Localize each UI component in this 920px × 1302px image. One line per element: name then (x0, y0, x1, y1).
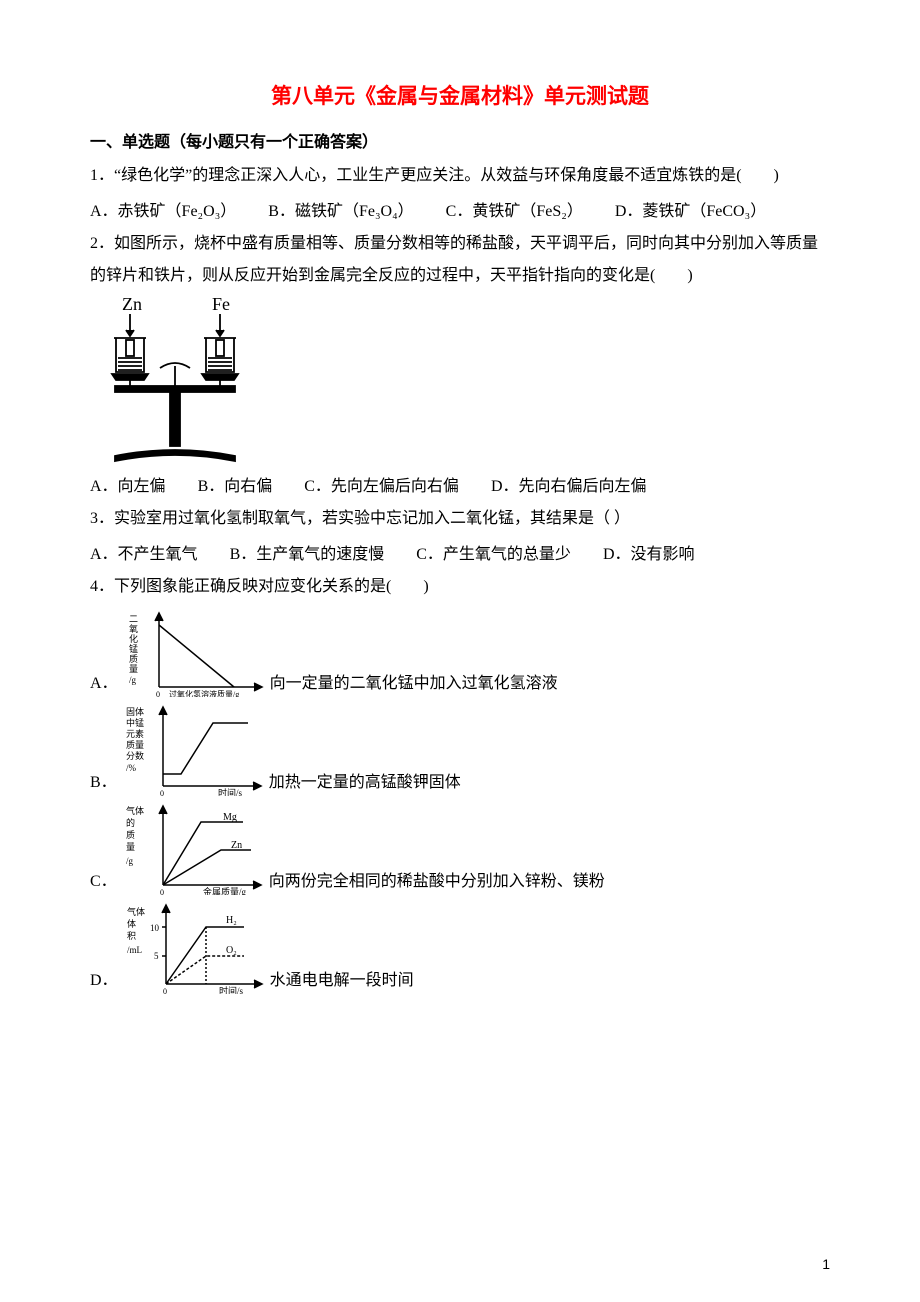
q2-label-fe: Fe (212, 296, 230, 314)
q2-option-b: B．向右偏 (198, 471, 273, 503)
svg-text:体: 体 (127, 918, 136, 929)
q2-option-a: A．向左偏 (90, 471, 166, 503)
svg-text:时间/s: 时间/s (219, 985, 244, 994)
svg-text:元素: 元素 (126, 728, 144, 739)
q3-option-d: D．没有影响 (603, 539, 695, 571)
page-number: 1 (822, 1256, 830, 1272)
svg-text:/mL: /mL (127, 945, 142, 955)
q4-item-a: A． 二氧 化锰 质量 /g 0 过氧化氢溶液质量/g 向一定量的二氧化锰中加入… (90, 607, 830, 697)
q1-option-d: D．菱铁矿（FeCO₃） (615, 196, 766, 228)
svg-text:积: 积 (127, 930, 136, 941)
svg-text:Zn: Zn (231, 840, 242, 851)
q4-item-d: D． 气体体 积/mL 10 5 H₂ O₂ 0 时间/s 水通电电解一段时间 (90, 899, 830, 994)
q2-option-d: D．先向右偏后向左偏 (491, 471, 647, 503)
svg-text:质量: 质量 (126, 739, 144, 750)
svg-text:时间/s: 时间/s (218, 787, 243, 796)
q4-a-label: A． (90, 674, 118, 697)
q2-label-zn: Zn (122, 296, 142, 314)
svg-text:0: 0 (156, 690, 160, 697)
q4-c-caption: 向两份完全相同的稀盐酸中分别加入锌粉、镁粉 (269, 872, 605, 895)
svg-text:H₂: H₂ (226, 915, 237, 926)
q4-d-label: D． (90, 971, 118, 994)
q3-option-c: C．产生氧气的总量少 (416, 539, 571, 571)
q4-d-caption: 水通电电解一段时间 (270, 971, 414, 994)
svg-text:金属质量/g: 金属质量/g (203, 886, 247, 895)
q1-option-b: B．磁铁矿（Fe₃O₄） (268, 196, 413, 228)
q4-d-chart: 气体体 积/mL 10 5 H₂ O₂ 0 时间/s (124, 899, 264, 994)
svg-text:量: 量 (129, 664, 138, 674)
question-3-options: A．不产生氧气 B．生产氧气的速度慢 C．产生氧气的总量少 D．没有影响 (90, 539, 830, 571)
svg-text:/g: /g (129, 675, 137, 685)
q4-c-label: C． (90, 872, 117, 895)
q2-balance-figure: Zn Fe (90, 296, 830, 471)
q2-option-c: C．先向左偏后向右偏 (304, 471, 459, 503)
q4-b-caption: 加热一定量的高锰酸钾固体 (269, 773, 461, 796)
q4-b-label: B． (90, 773, 117, 796)
svg-text:Mg: Mg (223, 812, 237, 823)
svg-text:锰: 锰 (129, 643, 138, 654)
section-heading: 一、单选题（每小题只有一个正确答案） (90, 128, 830, 152)
svg-text:中锰: 中锰 (126, 717, 144, 728)
svg-text:5: 5 (154, 951, 159, 961)
svg-text:二: 二 (129, 614, 138, 624)
svg-text:分数: 分数 (126, 750, 144, 761)
q4-a-chart: 二氧 化锰 质量 /g 0 过氧化氢溶液质量/g (124, 607, 264, 697)
svg-text:/%: /% (126, 763, 137, 773)
svg-text:0: 0 (160, 888, 164, 895)
q4-b-chart: 固体中锰 元素质量 分数 /% 0 时间/s (123, 701, 263, 796)
q4-item-b: B． 固体中锰 元素质量 分数 /% 0 时间/s 加热一定量的高锰酸钾固体 (90, 701, 830, 796)
svg-text:0: 0 (163, 987, 167, 994)
q3-option-a: A．不产生氧气 (90, 539, 198, 571)
q1-option-a: A．赤铁矿（Fe₂O₃） (90, 196, 236, 228)
q4-c-chart: 气体的 质量 /g Mg Zn 0 金属质量/g (123, 800, 263, 895)
question-2-options: A．向左偏 B．向右偏 C．先向左偏后向右偏 D．先向右偏后向左偏 (90, 471, 830, 503)
svg-text:氧: 氧 (129, 623, 138, 634)
question-4-text: 4．下列图象能正确反映对应变化关系的是( ) (90, 571, 830, 603)
svg-text:的: 的 (126, 817, 135, 828)
question-1-text: 1．“绿色化学”的理念正深入人心，工业生产更应关注。从效益与环保角度最不适宜炼铁… (90, 160, 830, 192)
svg-text:O₂: O₂ (226, 945, 237, 956)
svg-text:/g: /g (126, 856, 134, 866)
q4-a-caption: 向一定量的二氧化锰中加入过氧化氢溶液 (270, 674, 558, 697)
page-title: 第八单元《金属与金属材料》单元测试题 (90, 80, 830, 110)
question-2-text: 2．如图所示，烧杯中盛有质量相等、质量分数相等的稀盐酸，天平调平后，同时向其中分… (90, 228, 830, 292)
svg-text:固体: 固体 (126, 706, 144, 717)
svg-text:量: 量 (126, 842, 135, 852)
svg-text:10: 10 (150, 923, 160, 933)
svg-text:过氧化氢溶液质量/g: 过氧化氢溶液质量/g (169, 689, 239, 697)
svg-text:质: 质 (126, 829, 135, 840)
question-1-options: A．赤铁矿（Fe₂O₃） B．磁铁矿（Fe₃O₄） C．黄铁矿（FeS₂） D．… (90, 196, 830, 228)
question-3-text: 3．实验室用过氧化氢制取氧气，若实验中忘记加入二氧化锰，其结果是（ ） (90, 503, 830, 535)
q1-option-c: C．黄铁矿（FeS₂） (446, 196, 583, 228)
svg-text:化: 化 (129, 633, 138, 644)
svg-text:气体: 气体 (127, 906, 145, 917)
svg-text:气体: 气体 (126, 805, 144, 816)
svg-text:0: 0 (160, 789, 164, 796)
svg-text:质: 质 (129, 653, 138, 664)
q3-option-b: B．生产氧气的速度慢 (230, 539, 385, 571)
q4-item-c: C． 气体的 质量 /g Mg Zn 0 金属质量/g 向两份完全相同的稀盐酸中… (90, 800, 830, 895)
